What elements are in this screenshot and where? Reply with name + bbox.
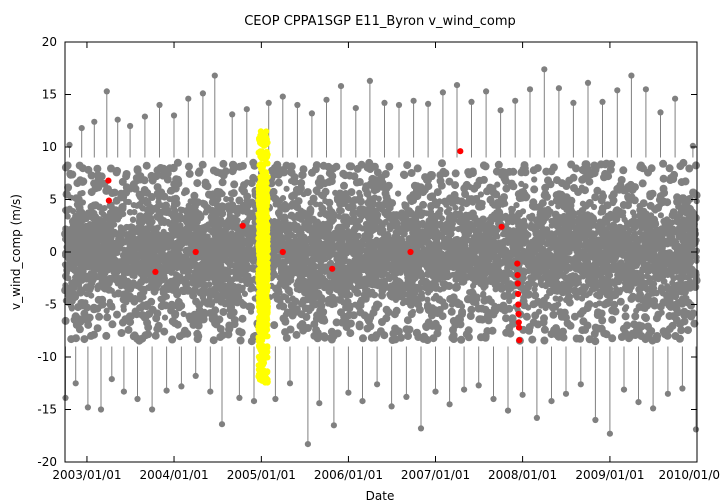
data-point	[666, 249, 674, 256]
data-point	[513, 202, 520, 209]
data-point	[98, 209, 105, 216]
data-point	[557, 295, 564, 302]
data-point	[621, 306, 629, 313]
data-point	[592, 301, 599, 309]
data-point	[327, 259, 335, 266]
data-point	[127, 209, 134, 216]
data-point	[621, 251, 628, 258]
data-point	[301, 238, 308, 245]
data-point	[223, 196, 230, 203]
data-point	[492, 252, 499, 259]
data-point	[630, 232, 637, 240]
data-point	[548, 222, 555, 229]
data-point	[283, 185, 290, 192]
data-point	[180, 310, 187, 318]
data-point	[337, 237, 344, 244]
data-point	[581, 287, 588, 294]
data-point	[668, 269, 675, 276]
data-point	[65, 275, 72, 282]
data-point	[120, 306, 127, 313]
data-point	[592, 278, 599, 285]
data-point	[210, 225, 217, 232]
data-point	[161, 314, 169, 321]
data-point	[668, 237, 675, 244]
data-point	[153, 225, 160, 232]
data-point	[594, 272, 601, 279]
data-point	[62, 297, 69, 304]
data-point	[477, 191, 484, 198]
data-point	[609, 278, 616, 285]
data-point	[395, 190, 402, 197]
data-point	[578, 295, 586, 302]
data-point	[603, 277, 610, 285]
data-point	[598, 235, 606, 242]
data-point	[531, 176, 538, 183]
main-series-layer	[61, 66, 701, 448]
data-point	[621, 216, 628, 223]
data-point	[568, 221, 575, 228]
data-point	[125, 198, 132, 206]
data-point	[607, 223, 614, 230]
data-point	[130, 216, 137, 223]
data-point	[647, 279, 654, 286]
data-point	[618, 259, 625, 266]
data-point	[657, 212, 665, 219]
data-point	[486, 254, 493, 262]
data-point	[646, 274, 653, 282]
data-point	[518, 180, 525, 187]
data-point	[630, 209, 637, 216]
data-point	[356, 189, 363, 196]
data-point	[494, 181, 501, 188]
data-point	[526, 213, 533, 221]
data-point	[458, 205, 465, 212]
data-point	[88, 292, 95, 299]
data-point	[322, 256, 329, 263]
data-point	[228, 230, 235, 237]
data-point	[418, 241, 425, 248]
data-point	[572, 286, 579, 293]
data-point	[452, 276, 459, 283]
data-point	[537, 280, 544, 287]
data-point	[120, 267, 127, 274]
data-point	[227, 196, 234, 203]
data-point	[415, 235, 423, 242]
data-point	[572, 292, 579, 299]
